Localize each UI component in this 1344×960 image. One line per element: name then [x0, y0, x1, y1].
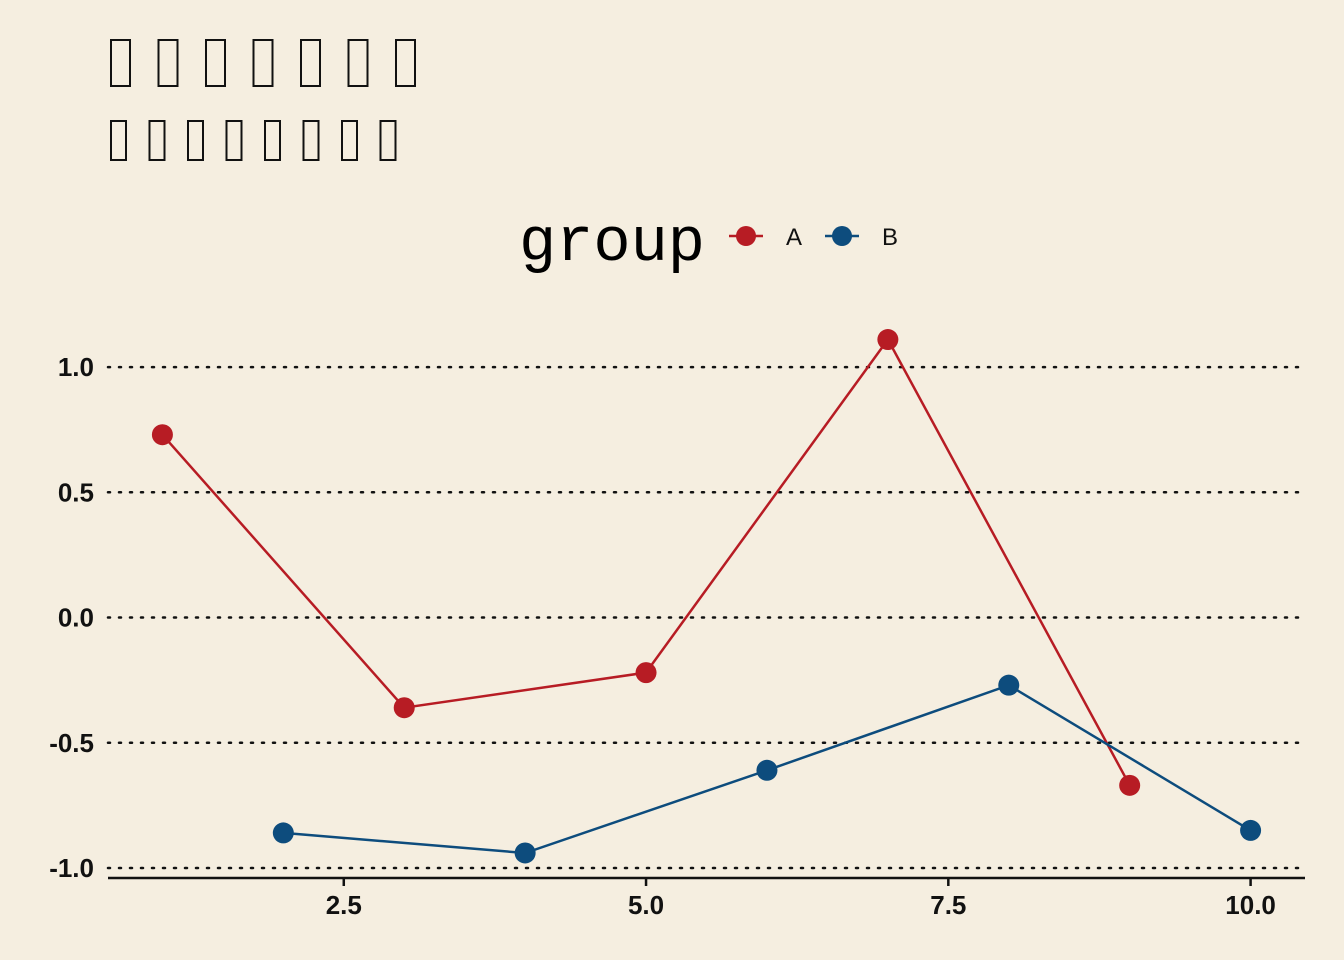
- missing-glyph-box: [252, 39, 274, 87]
- legend-label: B: [882, 224, 898, 251]
- series-a: [151, 329, 1141, 796]
- missing-glyph-box: [187, 120, 204, 161]
- missing-glyph-box: [302, 120, 320, 161]
- x-tick-label: 10.0: [1225, 890, 1276, 920]
- missing-glyph-box: [110, 120, 127, 161]
- gridlines: [106, 365, 1307, 870]
- chart-title: [110, 39, 416, 87]
- data-point: [756, 759, 778, 781]
- series-layer: [151, 329, 1262, 864]
- series-b: [272, 674, 1262, 864]
- data-point: [151, 424, 173, 446]
- series-line: [161, 337, 1131, 786]
- data-point: [1119, 774, 1141, 796]
- missing-glyph-box: [341, 120, 358, 161]
- y-tick-label: 0.5: [58, 477, 94, 507]
- legend: group A B: [519, 208, 898, 279]
- x-tick-label: 7.5: [930, 890, 966, 920]
- missing-glyph-box: [205, 39, 226, 87]
- chart-subtitle: [110, 120, 397, 161]
- missing-glyph-box: [379, 120, 397, 161]
- missing-glyph-box: [110, 39, 131, 87]
- y-tick-label: -1.0: [49, 853, 94, 883]
- x-tick-label: 2.5: [326, 890, 362, 920]
- missing-glyph-box: [264, 120, 281, 161]
- missing-glyph-box: [225, 120, 243, 161]
- y-tick-label: 0.0: [58, 603, 94, 633]
- data-point: [998, 674, 1020, 696]
- data-point: [393, 697, 415, 719]
- data-point: [877, 329, 899, 351]
- legend-label: A: [786, 224, 802, 251]
- legend-key-marker: [832, 226, 852, 246]
- missing-glyph-box: [157, 39, 179, 87]
- missing-glyph-box: [347, 39, 369, 87]
- legend-item-a: A: [729, 224, 802, 251]
- x-tick-label: 5.0: [628, 890, 664, 920]
- data-point: [635, 662, 657, 684]
- missing-glyph-box: [300, 39, 321, 87]
- missing-glyph-box: [148, 120, 166, 161]
- data-point: [514, 842, 536, 864]
- axes: 1.0 0.5 0.0 -0.5 -1.0 2.5 5.0 7.5 10.0: [49, 352, 1305, 920]
- y-tick-label: -0.5: [49, 728, 94, 758]
- missing-glyph-box: [395, 39, 416, 87]
- data-point: [1240, 819, 1262, 841]
- y-tick-label: 1.0: [58, 352, 94, 382]
- legend-item-b: B: [825, 224, 898, 251]
- legend-title: group: [519, 208, 705, 279]
- data-point: [272, 822, 294, 844]
- legend-key-marker: [736, 226, 756, 246]
